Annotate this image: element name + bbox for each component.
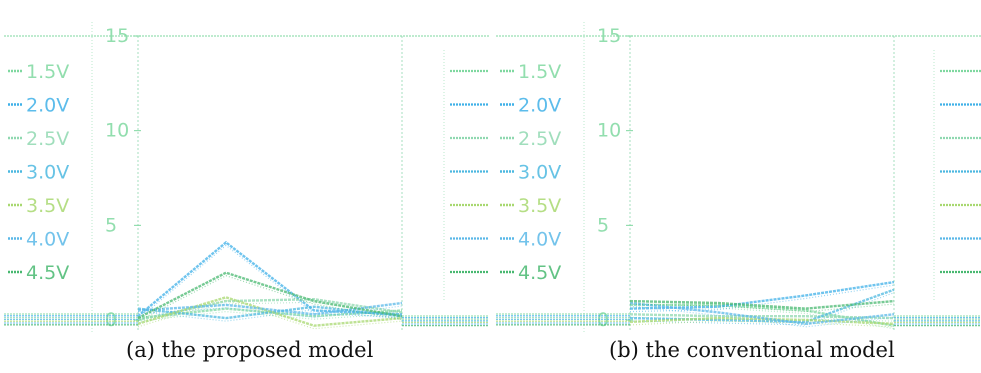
series-line	[629, 313, 895, 320]
series-line-shadow	[137, 305, 403, 318]
legend-label: 4.5V	[518, 262, 561, 284]
y-tick-label: 0	[105, 309, 117, 331]
y-tick-label: 10	[105, 120, 129, 142]
series-line-shadow	[629, 292, 895, 326]
legend-label: 1.5V	[518, 61, 561, 83]
y-tick-label: 10	[597, 120, 621, 142]
y-tick-label: 15	[105, 25, 129, 47]
series-line-shadow	[629, 320, 895, 328]
legend-label: 2.5V	[518, 128, 561, 150]
legend-label: 4.0V	[26, 229, 69, 251]
series-line-shadow	[137, 309, 403, 322]
y-tick-label: 0	[597, 309, 609, 331]
legend-label: 3.0V	[26, 162, 69, 184]
legend-label: 2.5V	[26, 128, 69, 150]
y-tick-label: 15	[597, 25, 621, 47]
caption-conventional-model: (b) the conventional model	[609, 338, 895, 362]
legend-label: 2.0V	[26, 95, 69, 117]
legend-label: 3.5V	[518, 195, 561, 217]
legend-label: 4.0V	[518, 229, 561, 251]
y-tick-label: 5	[105, 214, 117, 236]
series-line-shadow	[629, 284, 895, 313]
series-line	[137, 240, 403, 318]
legend-label: 1.5V	[26, 61, 69, 83]
series-line-shadow	[137, 299, 403, 330]
series-line	[137, 271, 403, 320]
series-line	[629, 299, 895, 310]
series-line-shadow	[630, 307, 895, 330]
series-line-shadow	[629, 305, 895, 328]
legend-label: 2.0V	[518, 95, 561, 117]
caption-proposed-model: (a) the proposed model	[126, 338, 374, 362]
series-line-shadow	[629, 303, 895, 313]
legend-label: 3.5V	[26, 195, 69, 217]
series-line	[137, 296, 403, 327]
series-line-shadow	[137, 244, 403, 320]
series-line	[629, 301, 895, 326]
legend-label: 3.0V	[518, 162, 561, 184]
legend-label: 4.5V	[26, 262, 69, 284]
y-tick-label: 5	[597, 214, 609, 236]
